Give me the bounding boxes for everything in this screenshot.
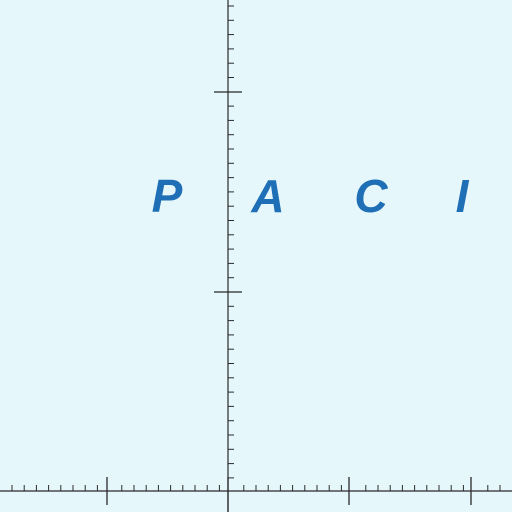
ocean-label-letter-2: A (250, 170, 284, 222)
ocean-name-label: P A C I (152, 170, 470, 222)
ocean-label-letter-1: P (152, 170, 183, 222)
ocean-label-letter-3: C (354, 170, 388, 222)
ocean-label-letter-4: I (456, 170, 470, 222)
parallel-line (0, 477, 512, 512)
meridian-line (214, 0, 242, 512)
